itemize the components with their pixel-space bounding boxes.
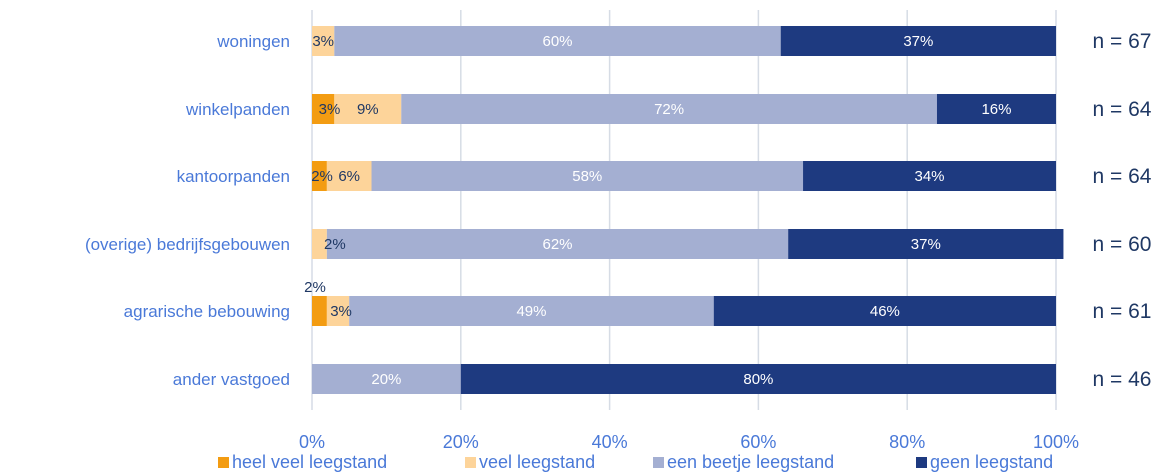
data-label: 72% <box>654 101 684 118</box>
bar-overige-bedrijfsgebouwen-geen-leegstand <box>788 229 1064 259</box>
bar-kantoorpanden-een-beetje-leegstand <box>371 161 804 191</box>
bar-overige-bedrijfsgebouwen-een-beetje-leegstand <box>326 229 789 259</box>
bar-agrarische-bebouwing-geen-leegstand <box>713 296 1056 326</box>
data-label: 37% <box>911 236 941 253</box>
data-labels: 3% 60% 37%3% 9% 72% 16%2% 6% 58% 34%2% 62% 37%2%3%… <box>304 33 1011 388</box>
data-label: 3% <box>330 303 352 320</box>
n-labels: n = 67 n = 64 n = 64 n = 60 n = 61 n = 46 <box>1093 30 1152 391</box>
data-label: 3% <box>312 33 334 50</box>
bar-agrarische-bebouwing-heel-veel-leegstand <box>312 296 327 326</box>
data-label: 62% <box>543 236 573 253</box>
n-label: n = 67 <box>1093 30 1152 53</box>
bar-woningen-veel-leegstand <box>312 26 335 56</box>
x-tick-label: 40% <box>592 432 628 452</box>
category-labels: woningen winkelpanden kantoorpanden (overig… <box>85 32 290 389</box>
data-label: 16% <box>981 101 1011 118</box>
data-label: 6% <box>338 168 360 185</box>
bar-ander-vastgoed-geen-leegstand <box>460 364 1056 394</box>
data-label: 2% <box>304 279 326 296</box>
legend-swatch <box>218 457 229 468</box>
n-label: n = 64 <box>1093 165 1152 188</box>
n-label: n = 61 <box>1093 300 1152 323</box>
legend-label: geen leegstand <box>930 452 1053 472</box>
category-label: ander vastgoed <box>173 370 290 389</box>
data-label: 60% <box>543 33 573 50</box>
legend-swatch <box>465 457 476 468</box>
n-label: n = 64 <box>1093 98 1152 121</box>
x-tick-label: 0% <box>299 432 325 452</box>
grid-lines <box>311 10 1057 410</box>
n-label: n = 46 <box>1093 368 1152 391</box>
bar-agrarische-bebouwing-veel-leegstand <box>326 296 350 326</box>
x-axis-ticks: 0% 20% 40% 60% 80% 100% <box>299 432 1079 452</box>
data-label: 34% <box>915 168 945 185</box>
data-label: 80% <box>743 371 773 388</box>
legend: heel veel leegstand veel leegstand een bee… <box>218 452 1053 472</box>
x-tick-label: 60% <box>740 432 776 452</box>
legend-label: veel leegstand <box>479 452 595 472</box>
bar-kantoorpanden-geen-leegstand <box>803 161 1056 191</box>
data-label: 20% <box>371 371 401 388</box>
data-label: 46% <box>870 303 900 320</box>
bar-kantoorpanden-veel-leegstand <box>326 161 372 191</box>
bar-woningen-een-beetje-leegstand <box>334 26 781 56</box>
bar-overige-bedrijfsgebouwen-veel-leegstand <box>312 229 327 259</box>
legend-label: een beetje leegstand <box>667 452 834 472</box>
bar-ander-vastgoed-een-beetje-leegstand <box>312 364 461 394</box>
data-label: 58% <box>572 168 602 185</box>
bar-agrarische-bebouwing-een-beetje-leegstand <box>349 296 714 326</box>
x-tick-label: 80% <box>889 432 925 452</box>
category-label: woningen <box>216 32 290 51</box>
data-label: 2% <box>324 236 346 253</box>
bars <box>312 26 1064 394</box>
n-label: n = 60 <box>1093 233 1152 256</box>
data-label: 3% <box>319 101 341 118</box>
bar-winkelpanden-een-beetje-leegstand <box>401 94 937 124</box>
category-label: agrarische bebouwing <box>124 302 290 321</box>
category-label: winkelpanden <box>185 100 290 119</box>
bar-woningen-geen-leegstand <box>780 26 1056 56</box>
bar-kantoorpanden-heel-veel-leegstand <box>312 161 327 191</box>
category-label: (overige) bedrijfsgebouwen <box>85 235 290 254</box>
bar-winkelpanden-heel-veel-leegstand <box>312 94 335 124</box>
x-tick-label: 20% <box>443 432 479 452</box>
data-label: 9% <box>357 101 379 118</box>
bar-winkelpanden-veel-leegstand <box>334 94 402 124</box>
legend-swatch <box>916 457 927 468</box>
category-label: kantoorpanden <box>177 167 290 186</box>
data-label: 2% <box>311 168 333 185</box>
bar-winkelpanden-geen-leegstand <box>936 94 1056 124</box>
data-label: 37% <box>903 33 933 50</box>
legend-swatch <box>653 457 664 468</box>
x-tick-label: 100% <box>1033 432 1079 452</box>
data-label: 49% <box>516 303 546 320</box>
legend-label: heel veel leegstand <box>232 452 387 472</box>
